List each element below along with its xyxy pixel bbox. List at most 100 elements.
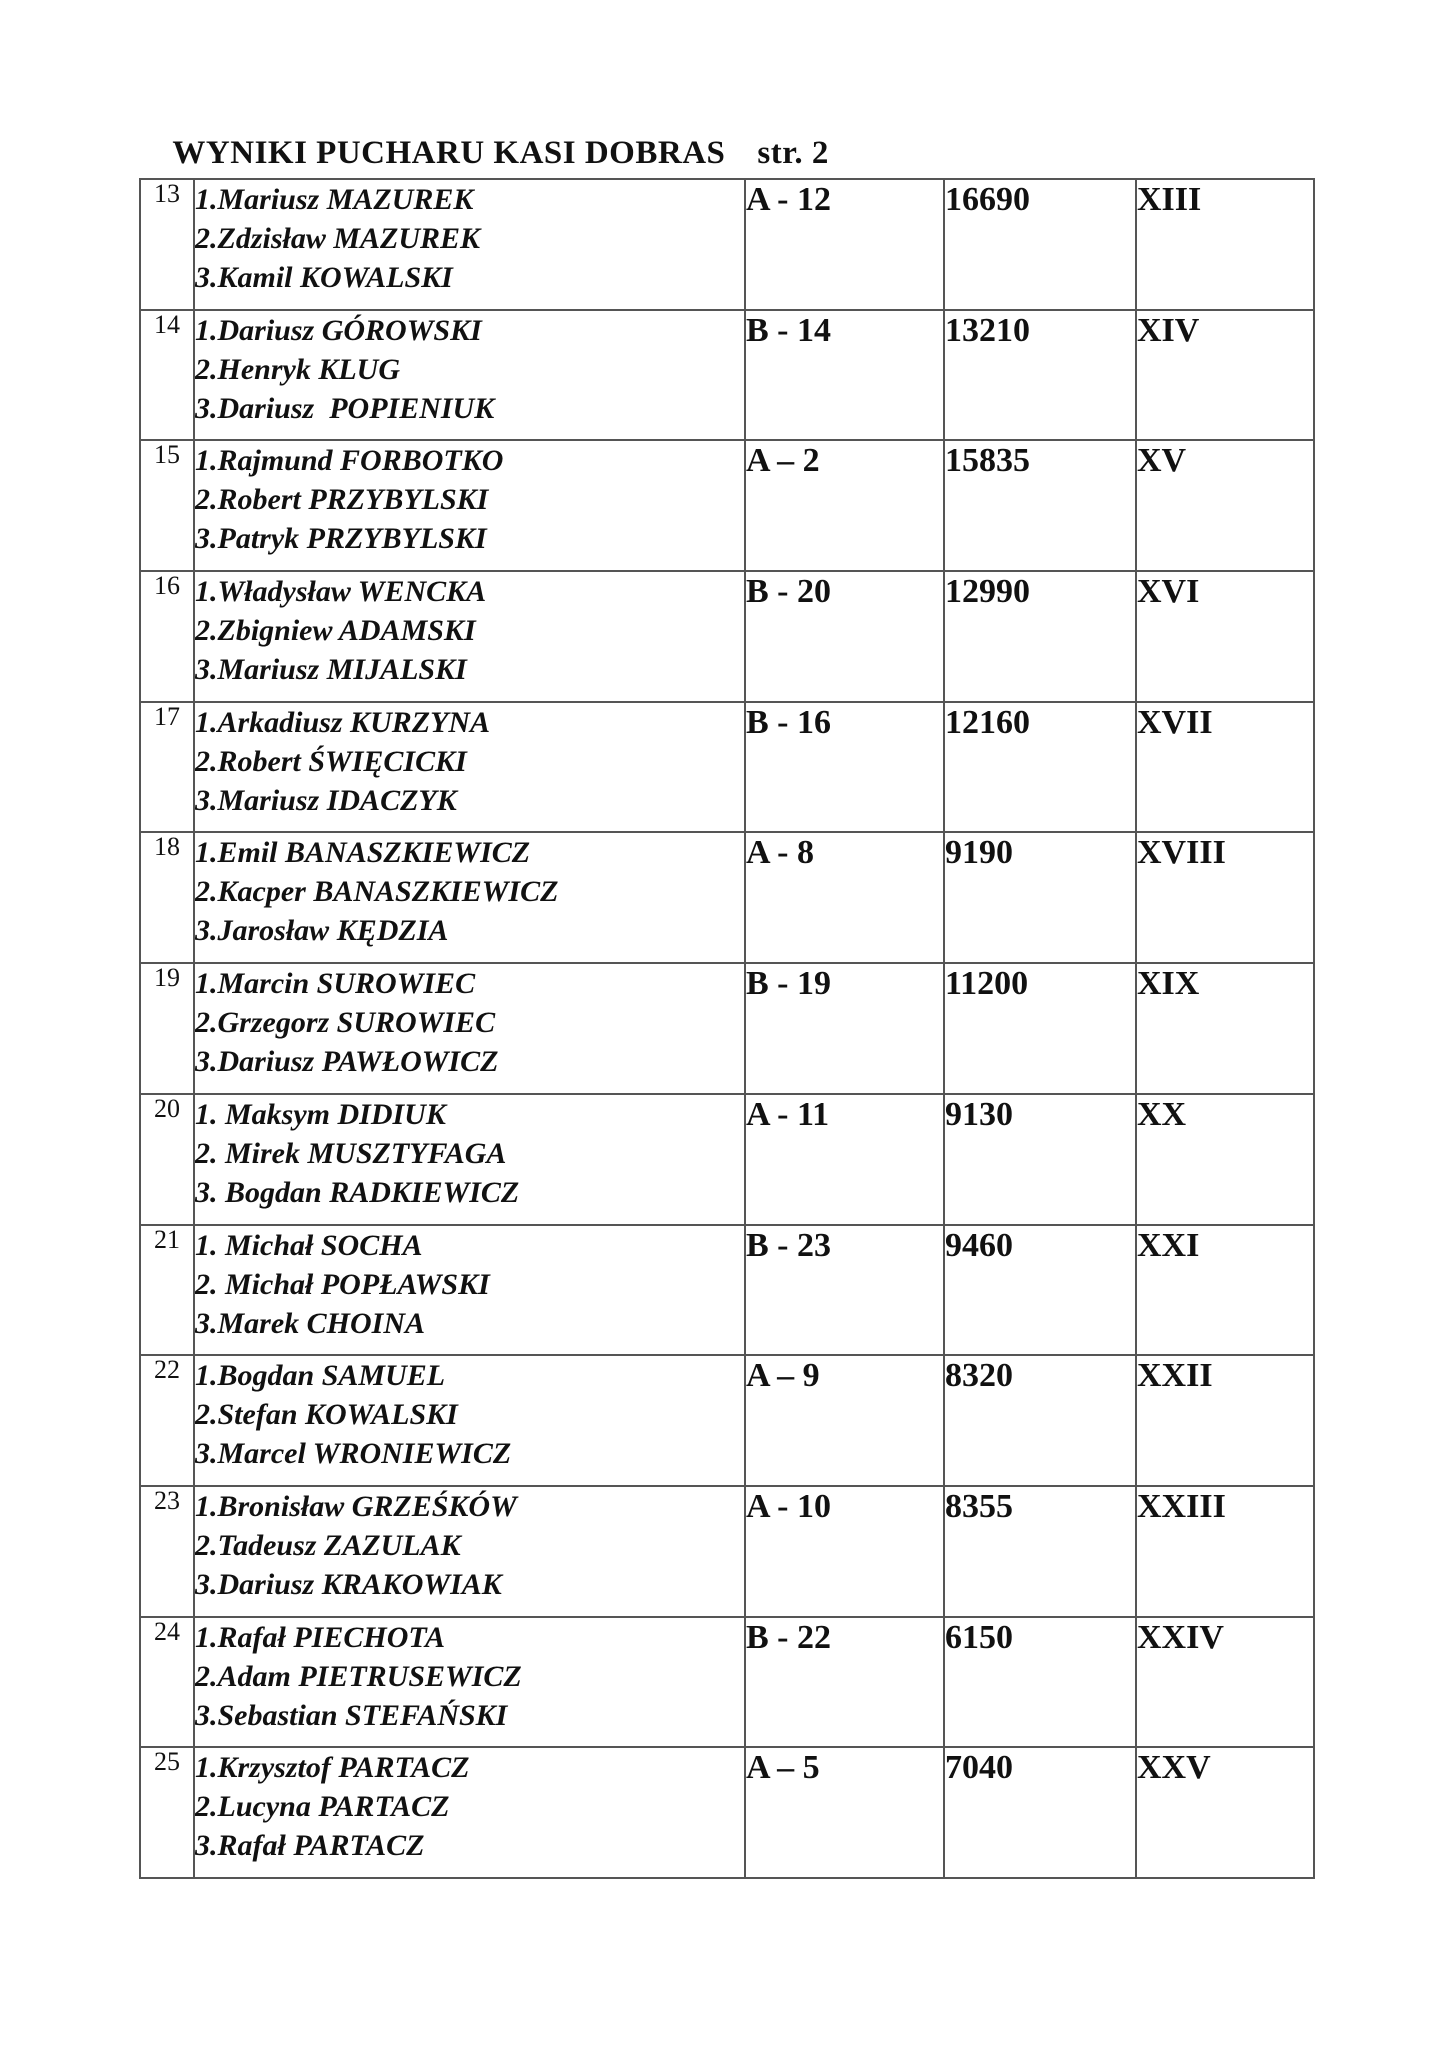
rank-cell: 20 (139, 1092, 195, 1226)
team-member-name: 2.Robert PRZYBYLSKI (195, 483, 489, 517)
rank-cell: 15 (139, 439, 195, 573)
team-member-name: 2.Grzegorz SUROWIEC (195, 1006, 496, 1040)
team-member-name: 3.Sebastian STEFAŃSKI (195, 1698, 508, 1732)
team-member-name: 2.Kacper BANASZKIEWICZ (195, 875, 559, 909)
table-row: 14 1.Dariusz GÓROWSKI 2.Henryk KLUG 3.Dari… (139, 308, 1315, 442)
team-member-name: 2.Robert ŚWIĘCICKI (195, 744, 467, 778)
roman-numeral-cell: XXIII (1135, 1484, 1315, 1618)
group-code-cell: A - 12 (744, 178, 945, 311)
team-member-name: 3.Dariusz POPIENIUK (195, 391, 495, 425)
score-cell: 9130 (943, 1092, 1137, 1226)
team-member-name: 1. Michał SOCHA (195, 1228, 423, 1262)
team-member-name: 2.Lucyna PARTACZ (195, 1790, 450, 1824)
group-code-cell: A – 2 (744, 439, 945, 573)
team-member-name: 3.Patryk PRZYBYLSKI (195, 522, 487, 556)
table-row: 23 1.Bronisław GRZEŚKÓW 2.Tadeusz ZAZULAK… (139, 1484, 1315, 1618)
results-table: 13 1.Mariusz MAZUREK 2.Zdzisław MAZUREK 3.… (139, 178, 1315, 1879)
team-member-name: 2.Adam PIETRUSEWICZ (195, 1659, 522, 1693)
roman-numeral-cell: XXI (1135, 1223, 1315, 1357)
team-member-name: 2.Tadeusz ZAZULAK (195, 1528, 461, 1562)
rank-cell: 25 (139, 1746, 195, 1879)
team-member-name: 1.Emil BANASZKIEWICZ (195, 836, 531, 870)
team-member-name: 1.Bronisław GRZEŚKÓW (195, 1489, 517, 1523)
score-cell: 11200 (943, 962, 1137, 1095)
team-member-name: 1.Mariusz MAZUREK (195, 183, 474, 216)
table-row: 19 1.Marcin SUROWIEC 2.Grzegorz SUROWIEC 3… (139, 962, 1315, 1095)
rank-cell: 19 (139, 962, 195, 1095)
team-names-cell: 1. Michał SOCHA 2. Michał POPŁAWSKI 3.Mare… (193, 1223, 746, 1357)
rank-cell: 22 (139, 1354, 195, 1487)
group-code-cell: A - 10 (744, 1484, 945, 1618)
roman-numeral-cell: XIII (1135, 178, 1315, 311)
score-cell: 12160 (943, 700, 1137, 834)
title-text: WYNIKI PUCHARU KASI DOBRAS (172, 135, 726, 171)
table-row: 21 1. Michał SOCHA 2. Michał POPŁAWSKI 3.M… (139, 1223, 1315, 1357)
team-member-name: 2.Henryk KLUG (195, 352, 400, 386)
team-names-cell: 1.Bronisław GRZEŚKÓW 2.Tadeusz ZAZULAK 3.D… (193, 1484, 746, 1618)
team-member-name: 3.Mariusz MIJALSKI (195, 653, 467, 687)
group-code-cell: B - 19 (744, 962, 945, 1095)
results-table-body: 13 1.Mariusz MAZUREK 2.Zdzisław MAZUREK 3.… (139, 178, 1315, 1879)
table-row: 13 1.Mariusz MAZUREK 2.Zdzisław MAZUREK 3.… (139, 178, 1315, 311)
rank-cell: 21 (139, 1223, 195, 1357)
table-row: 15 1.Rajmund FORBOTKO 2.Robert PRZYBYLSKI… (139, 439, 1315, 573)
score-cell: 8320 (943, 1354, 1137, 1487)
table-row: 24 1.Rafał PIECHOTA 2.Adam PIETRUSEWICZ 3.… (139, 1615, 1315, 1749)
score-cell: 13210 (943, 308, 1137, 442)
table-row: 18 1.Emil BANASZKIEWICZ 2.Kacper BANASZKI… (139, 831, 1315, 965)
team-names-cell: 1.Marcin SUROWIEC 2.Grzegorz SUROWIEC 3.Da… (193, 962, 746, 1095)
group-code-cell: A – 5 (744, 1746, 945, 1879)
roman-numeral-cell: XVII (1135, 700, 1315, 834)
team-names-cell: 1. Maksym DIDIUK 2. Mirek MUSZTYFAGA 3. Bo… (193, 1092, 746, 1226)
score-cell: 16690 (943, 178, 1137, 311)
group-code-cell: A - 8 (744, 831, 945, 965)
score-cell: 9190 (943, 831, 1137, 965)
roman-numeral-cell: XIV (1135, 308, 1315, 442)
team-member-name: 1.Rajmund FORBOTKO (195, 444, 504, 478)
rank-cell: 17 (139, 700, 195, 834)
team-names-cell: 1.Dariusz GÓROWSKI 2.Henryk KLUG 3.Dariusz… (193, 308, 746, 442)
team-member-name: 1.Arkadiusz KURZYNA (195, 705, 491, 739)
team-names-cell: 1.Władysław WENCKA 2.Zbigniew ADAMSKI 3.Ma… (193, 570, 746, 703)
team-member-name: 3.Dariusz PAWŁOWICZ (195, 1045, 499, 1079)
table-row: 20 1. Maksym DIDIUK 2. Mirek MUSZTYFAGA 3.… (139, 1092, 1315, 1226)
team-member-name: 2. Mirek MUSZTYFAGA (195, 1136, 507, 1170)
team-member-name: 1.Bogdan SAMUEL (195, 1359, 446, 1393)
rank-cell: 14 (139, 308, 195, 442)
team-member-name: 3.Mariusz IDACZYK (195, 783, 457, 817)
table-row: 22 1.Bogdan SAMUEL 2.Stefan KOWALSKI 3.Mar… (139, 1354, 1315, 1487)
group-code-cell: A – 9 (744, 1354, 945, 1487)
group-code-cell: B - 16 (744, 700, 945, 834)
team-member-name: 1. Maksym DIDIUK (195, 1097, 446, 1131)
roman-numeral-cell: XX (1135, 1092, 1315, 1226)
page-number-label: str. 2 (757, 135, 829, 171)
roman-numeral-cell: XV (1135, 439, 1315, 573)
roman-numeral-cell: XXII (1135, 1354, 1315, 1487)
group-code-cell: B - 20 (744, 570, 945, 703)
score-cell: 12990 (943, 570, 1137, 703)
team-member-name: 3.Marcel WRONIEWICZ (195, 1437, 512, 1471)
group-code-cell: A - 11 (744, 1092, 945, 1226)
rank-cell: 13 (139, 178, 195, 311)
team-names-cell: 1.Rafał PIECHOTA 2.Adam PIETRUSEWICZ 3.Seb… (193, 1615, 746, 1749)
score-cell: 8355 (943, 1484, 1137, 1618)
team-member-name: 3.Rafał PARTACZ (195, 1829, 425, 1863)
team-member-name: 3. Bogdan RADKIEWICZ (195, 1175, 520, 1209)
roman-numeral-cell: XIX (1135, 962, 1315, 1095)
table-row: 25 1.Krzysztof PARTACZ 2.Lucyna PARTACZ 3.… (139, 1746, 1315, 1879)
team-member-name: 2.Stefan KOWALSKI (195, 1398, 458, 1432)
rank-cell: 24 (139, 1615, 195, 1749)
roman-numeral-cell: XXIV (1135, 1615, 1315, 1749)
group-code-cell: B - 23 (744, 1223, 945, 1357)
rank-cell: 23 (139, 1484, 195, 1618)
team-member-name: 3.Jarosław KĘDZIA (195, 914, 449, 948)
team-member-name: 1.Krzysztof PARTACZ (195, 1751, 470, 1785)
roman-numeral-cell: XXV (1135, 1746, 1315, 1879)
score-cell: 6150 (943, 1615, 1137, 1749)
team-member-name: 1.Marcin SUROWIEC (195, 967, 476, 1001)
table-row: 17 1.Arkadiusz KURZYNA 2.Robert ŚWIĘCICKI… (139, 700, 1315, 834)
team-member-name: 1.Dariusz GÓROWSKI (195, 313, 482, 347)
team-names-cell: 1.Arkadiusz KURZYNA 2.Robert ŚWIĘCICKI 3.M… (193, 700, 746, 834)
team-member-name: 3.Dariusz KRAKOWIAK (195, 1567, 502, 1601)
